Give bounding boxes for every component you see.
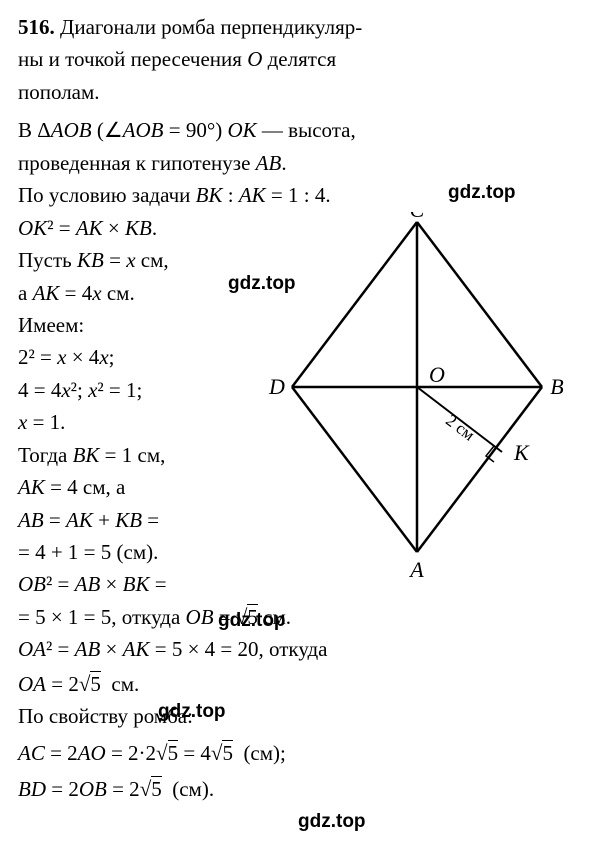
body-line8: 2² = x × 4x; <box>18 342 278 372</box>
body-line1: В ΔAOB (∠AOB = 90°) OK — высота, <box>18 115 582 145</box>
intro-line3: пополам. <box>18 77 582 107</box>
intro-line1: Диагонали ромба перпендикуляр- <box>60 15 362 39</box>
watermark-5: gdz.top <box>298 808 366 836</box>
problem-statement: 516. Диагонали ромба перпендикуляр- <box>18 12 582 42</box>
svg-text:B: B <box>550 374 563 399</box>
body-line10: x = 1. <box>18 407 278 437</box>
svg-text:2 см: 2 см <box>442 411 478 445</box>
body-line2: проведенная к гипотенузе AB. <box>18 148 582 178</box>
body-line19: По свойству ромба: <box>18 701 582 731</box>
rhombus-diagram: C A D B O K 2 см <box>262 212 572 582</box>
problem-number: 516. <box>18 15 55 39</box>
body-line21: BD = 2OB = 2√5 (см). <box>18 774 582 804</box>
svg-text:D: D <box>268 374 285 399</box>
watermark-4: gdz.top <box>158 698 226 726</box>
svg-text:K: K <box>513 440 530 465</box>
svg-text:C: C <box>410 212 425 222</box>
body-line16: = 5 × 1 = 5, откуда OB = √5 см. <box>18 602 582 632</box>
body-line15: OB² = AB × BK = <box>18 569 278 599</box>
document-content: 516. Диагонали ромба перпендикуляр- ны и… <box>18 12 582 805</box>
body-line13: AB = AK + KB = <box>18 505 278 535</box>
watermark-2: gdz.top <box>228 270 296 298</box>
watermark-3: gdz.top <box>218 607 286 635</box>
intro-line2: ны и точкой пересечения O делятся <box>18 44 582 74</box>
body-line12: AK = 4 см, а <box>18 472 278 502</box>
body-line14: = 4 + 1 = 5 (см). <box>18 537 278 567</box>
svg-text:O: O <box>429 362 445 387</box>
body-line7: Имеем: <box>18 310 278 340</box>
watermark-1: gdz.top <box>448 179 516 207</box>
body-line17: OA² = AB × AK = 5 × 4 = 20, откуда <box>18 634 582 664</box>
svg-text:A: A <box>408 557 424 582</box>
body-line20: AC = 2AO = 2·2√5 = 4√5 (см); <box>18 738 582 768</box>
body-line11: Тогда BK = 1 см, <box>18 440 278 470</box>
body-line9: 4 = 4x²; x² = 1; <box>18 375 278 405</box>
body-line18: OA = 2√5 см. <box>18 669 582 699</box>
